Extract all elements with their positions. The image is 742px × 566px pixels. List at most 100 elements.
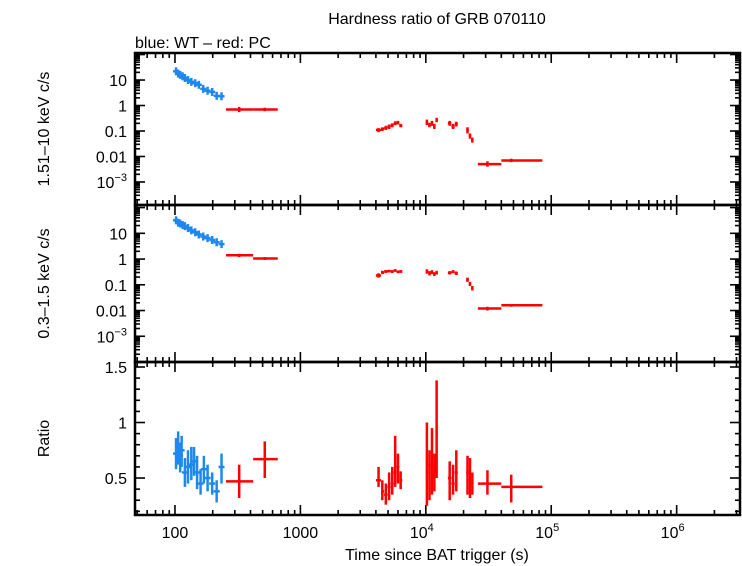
pc-point (425, 422, 429, 506)
y-tick-label-base: 0.1 (105, 124, 127, 141)
pc-point (501, 158, 543, 163)
wt-point (184, 76, 191, 85)
x-tick-label-base: 10 (410, 525, 428, 542)
pc-point (390, 270, 394, 273)
y-tick-label-exp: −3 (114, 326, 127, 338)
y-tick-label: 10 (109, 73, 127, 90)
pc-point (477, 470, 502, 495)
pc-point (451, 270, 455, 274)
pc-point (477, 161, 502, 167)
y-tick-label-base: 10 (97, 175, 115, 192)
pc-point (390, 466, 394, 495)
pc-point (381, 270, 385, 275)
y-tick-label: 1 (118, 252, 127, 269)
pc-point (447, 271, 452, 275)
pc-point (454, 121, 458, 127)
pc-point (375, 273, 382, 278)
y-tick-label-base: 1.5 (105, 360, 127, 377)
pc-point (381, 480, 385, 501)
pc-point (447, 461, 452, 501)
pc-point (390, 123, 394, 128)
pc-point (387, 269, 391, 273)
pc-point (501, 474, 543, 503)
wt-point (192, 79, 199, 88)
wt-point (195, 80, 202, 89)
y-tick-label: 10 (109, 226, 127, 243)
wt-point (209, 87, 216, 96)
wt-point (213, 480, 220, 503)
x-tick-label: 1000 (283, 525, 319, 542)
pc-point (387, 124, 391, 129)
pc-point (384, 125, 388, 130)
y-tick-label: 0.01 (96, 149, 127, 166)
pc-point (375, 128, 382, 133)
x-tick-label: 100 (162, 525, 189, 542)
pc-point (425, 119, 429, 126)
wt-point (192, 228, 199, 237)
pc-point (433, 123, 436, 129)
wt-point (218, 92, 225, 101)
y-tick-label: 10−3 (97, 326, 127, 346)
pc-point (225, 464, 254, 499)
wt-point (184, 224, 191, 233)
y-tick-label: 0.01 (96, 304, 127, 321)
x-tick-label-exp: 6 (678, 522, 684, 534)
pc-point (393, 435, 397, 487)
y-tick-label-base: 0.1 (105, 278, 127, 295)
y-tick-label-base: 1 (118, 99, 127, 116)
y-tick-label: 0.1 (105, 278, 127, 295)
pc-point (393, 269, 397, 272)
y-tick-label: 1 (118, 416, 127, 433)
y-tick-label: 0.1 (105, 124, 127, 141)
pc-point (501, 303, 543, 307)
pc-point (435, 270, 438, 275)
x-tick-label-base: 100 (162, 525, 189, 542)
pc-point (477, 306, 502, 311)
y-tick-label-base: 0.01 (96, 304, 127, 321)
y-tick-label: 1.5 (105, 360, 127, 377)
wt-point (209, 236, 216, 245)
panel-frame (133, 360, 742, 517)
wt-point (209, 472, 216, 495)
pc-point (428, 450, 431, 501)
pc-point (253, 257, 278, 260)
y-axis-label: Ratio (36, 420, 53, 457)
pc-point (471, 472, 474, 495)
pc-point (468, 133, 472, 139)
pc-point (399, 123, 403, 128)
x-tick-label-exp: 4 (428, 522, 434, 534)
wt-point (197, 469, 204, 495)
pc-point (451, 123, 455, 129)
x-tick-label: 105 (535, 522, 559, 542)
panel-3: 1.5 1 0.5 Ratio (36, 360, 742, 517)
pc-point (466, 127, 469, 134)
panel-frame (133, 51, 742, 207)
wt-point (218, 453, 225, 484)
wt-point (204, 464, 211, 492)
y-tick-label-base: 0.5 (105, 471, 127, 488)
pc-point (396, 453, 400, 484)
wt-point (195, 230, 202, 239)
pc-point (428, 122, 431, 128)
pc-point (454, 450, 458, 492)
wt-point (200, 455, 207, 484)
pc-point (433, 272, 436, 276)
y-tick-label-base: 1 (118, 416, 127, 433)
pc-point (471, 285, 474, 291)
pc-point (384, 270, 388, 273)
y-tick-label-exp: −3 (114, 172, 127, 184)
pc-point (387, 472, 391, 501)
pc-point (466, 455, 469, 495)
pc-point (428, 271, 431, 276)
pc-point (430, 270, 434, 275)
pc-point (225, 106, 254, 113)
x-tick-label: 104 (410, 522, 434, 542)
pc-point (435, 380, 438, 479)
y-tick-label-base: 10 (109, 226, 127, 243)
pc-point (381, 127, 385, 132)
wt-point (194, 455, 201, 490)
pc-point (384, 483, 388, 505)
pc-point (396, 270, 400, 274)
